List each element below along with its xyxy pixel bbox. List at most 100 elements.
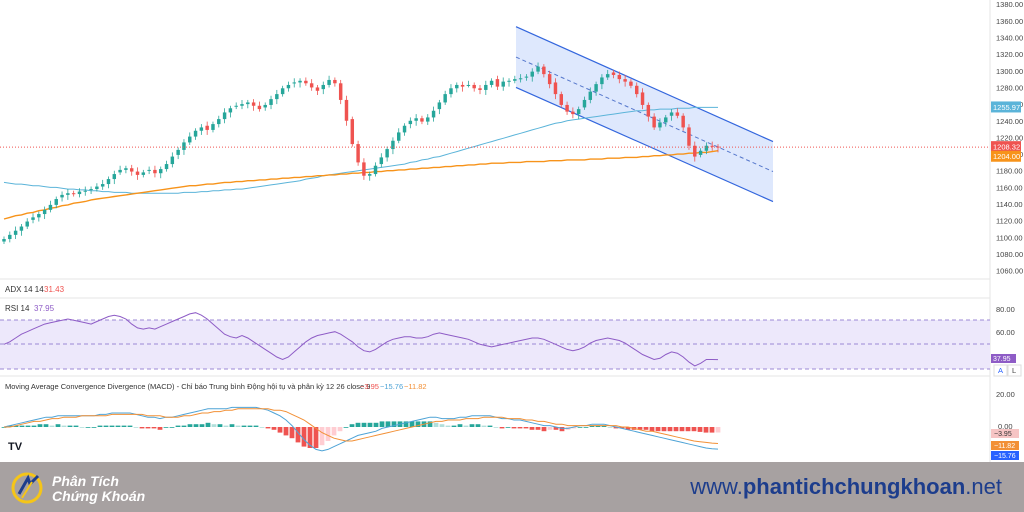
candle-body xyxy=(420,118,424,122)
macd-tick-0: 0.00 xyxy=(998,422,1013,431)
candle-body xyxy=(211,124,215,130)
candle-body xyxy=(553,82,558,95)
rsi-label[interactable]: RSI 14 xyxy=(5,304,30,313)
price-tick-label: 1360.00 xyxy=(996,17,1023,26)
brand-logo[interactable]: Phân Tích Chứng Khoán xyxy=(10,470,150,506)
candle-body xyxy=(507,80,511,82)
candle-body xyxy=(176,149,180,155)
macd-histogram-bar xyxy=(151,427,157,429)
macd-histogram-bar xyxy=(553,427,559,430)
macd-histogram-bar xyxy=(205,422,211,427)
macd-histogram-bar xyxy=(469,424,475,427)
candle-body xyxy=(466,84,471,86)
macd-histogram-bar xyxy=(457,424,463,427)
site-url-link[interactable]: www.phantichchungkhoan.net xyxy=(690,474,1002,499)
brand-name-line2: Chứng Khoán xyxy=(52,488,146,504)
candle-body xyxy=(234,105,238,107)
macd-histogram-bar xyxy=(409,421,415,427)
candle-body xyxy=(263,104,267,108)
macd-histogram-bar xyxy=(199,424,205,427)
auto-scale-button[interactable]: A xyxy=(993,364,1008,377)
macd-histogram-bar xyxy=(487,425,493,427)
macd-histogram-bar xyxy=(31,425,37,427)
candle-body xyxy=(292,82,296,84)
badge-ma-mid: 1255.97 xyxy=(991,101,1021,113)
candle-body xyxy=(95,186,99,190)
macd-histogram-bar xyxy=(7,425,13,427)
macd-histogram-bar xyxy=(493,427,499,428)
candle-body xyxy=(460,84,465,87)
macd-histogram-bar xyxy=(505,427,511,428)
candle-body xyxy=(582,99,587,108)
macd-histogram-bar xyxy=(439,424,445,427)
candle-body xyxy=(37,214,41,218)
candle-body xyxy=(605,74,610,78)
adx-label[interactable]: ADX 14 14 xyxy=(5,285,44,294)
macd-badge-hist: −3.95 xyxy=(991,429,1019,438)
macd-histogram-bar xyxy=(169,427,175,428)
macd-label[interactable]: Moving Average Convergence Divergence (M… xyxy=(5,382,370,391)
candle-body xyxy=(362,162,366,176)
macd-histogram-bar xyxy=(277,427,283,433)
candle-body xyxy=(530,71,534,77)
macd-histogram-bar xyxy=(559,427,565,432)
candle-body xyxy=(623,79,627,82)
chart-area[interactable]: 1380.00 1360.00 1340.00 1320.00 1300.00 1280.… xyxy=(0,0,1024,462)
macd-histogram-bar xyxy=(685,427,691,432)
price-tick-label: 1380.00 xyxy=(996,0,1023,9)
svg-text:1255.97: 1255.97 xyxy=(993,103,1020,112)
macd-signal-line xyxy=(4,408,719,444)
macd-histogram-bar xyxy=(55,424,61,427)
candle-body xyxy=(257,105,262,110)
brand-logo-icon xyxy=(11,472,43,504)
macd-histogram-bar xyxy=(607,427,613,428)
candle-body xyxy=(321,84,325,90)
macd-histogram-bar xyxy=(331,427,337,436)
candle-body xyxy=(356,144,360,163)
rsi-tick-80: 80.00 xyxy=(996,305,1015,314)
price-axis[interactable]: 1380.00 1360.00 1340.00 1320.00 1300.00 1280.… xyxy=(996,0,1023,276)
candle-body xyxy=(687,127,691,146)
candle-body xyxy=(495,79,500,87)
macd-histogram-bar xyxy=(229,424,235,427)
tradingview-logo-icon[interactable]: TV xyxy=(6,438,28,454)
macd-histogram-bar xyxy=(145,427,151,429)
candle-body xyxy=(704,145,709,151)
candle-body xyxy=(54,199,58,205)
candle-body xyxy=(640,92,645,105)
macd-histogram-bar xyxy=(535,427,541,430)
macd-histogram-bar xyxy=(613,427,619,429)
macd-histogram-bar xyxy=(673,427,679,432)
macd-line xyxy=(3,406,719,452)
candle-body xyxy=(472,84,476,89)
candle-body xyxy=(304,80,308,84)
candle-body xyxy=(8,234,12,240)
descending-channel[interactable] xyxy=(515,26,774,203)
candle-body xyxy=(385,149,389,158)
macd-histogram-bar xyxy=(289,427,295,439)
svg-text:A: A xyxy=(998,366,1003,375)
candle-body xyxy=(669,112,674,116)
candle-body xyxy=(19,226,24,231)
macd-histogram-bar xyxy=(373,422,379,427)
macd-histogram-bar xyxy=(121,425,127,427)
log-scale-button[interactable]: L xyxy=(1007,364,1022,377)
candle-body xyxy=(246,102,250,105)
candle-body xyxy=(629,81,633,86)
candle-body xyxy=(100,184,105,187)
candle-body xyxy=(275,94,279,100)
macd-histogram-bar xyxy=(157,427,163,430)
candle-body xyxy=(188,136,192,143)
macd-histogram-bar xyxy=(619,427,625,429)
macd-histogram-bar xyxy=(655,427,661,432)
macd-histogram-bar xyxy=(349,424,355,427)
macd-histogram-bar xyxy=(37,424,43,427)
candle-body xyxy=(193,130,198,137)
chart-svg[interactable]: 1380.00 1360.00 1340.00 1320.00 1300.00 1280.… xyxy=(0,0,1024,462)
price-tick-label: 1100.00 xyxy=(996,233,1023,242)
candle-body xyxy=(124,168,128,170)
macd-histogram-bar xyxy=(91,427,97,428)
macd-histogram-bar xyxy=(601,425,607,427)
candle-body xyxy=(170,156,175,165)
macd-histogram-bar xyxy=(67,425,73,427)
